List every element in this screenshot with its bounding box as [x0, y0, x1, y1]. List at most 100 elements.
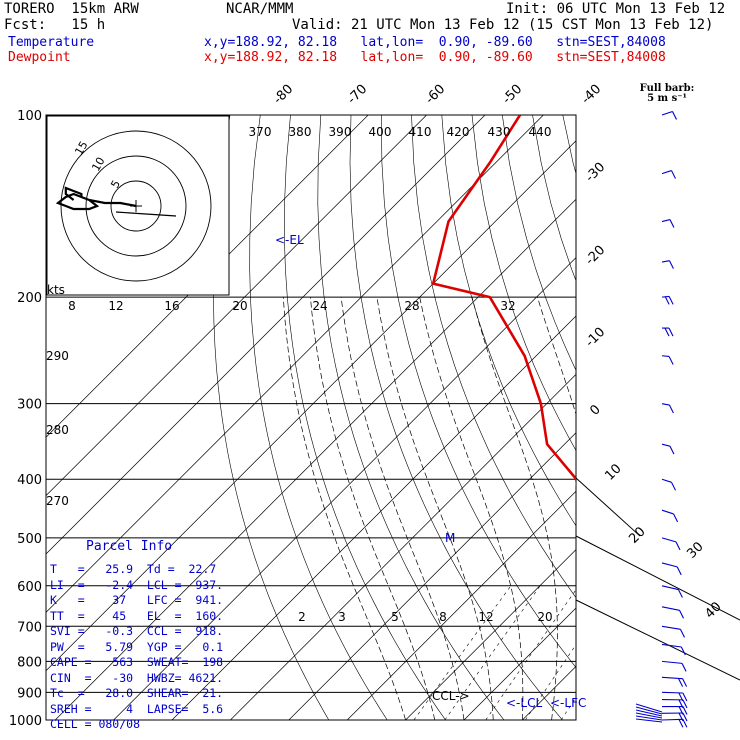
- wind-barb-feather: [675, 541, 681, 551]
- theta-label: 390: [329, 125, 352, 139]
- wind-barb: [661, 403, 674, 414]
- isotherm-line: [698, 115, 740, 720]
- dry-adiabat-line: [502, 115, 576, 371]
- wind-barb: [661, 537, 681, 551]
- temperature-location: x,y=188.92, 82.18 lat,lon= 0.90, -89.60 …: [204, 35, 666, 50]
- wind-barb-feather: [673, 513, 679, 523]
- isotherm-line: [54, 198, 576, 720]
- wind-barb-shaft: [661, 260, 670, 263]
- moist-adiabat-line: [310, 297, 436, 720]
- wind-barb-feather: [680, 646, 686, 656]
- wind-barb-feather: [678, 719, 684, 728]
- lfc-marker: <-LFC: [550, 696, 586, 710]
- isotherm-label: -30: [583, 160, 609, 186]
- wind-barb-shaft: [661, 170, 672, 175]
- theta-left-label: 280: [46, 423, 69, 437]
- moist-adiabat-line: [668, 297, 740, 720]
- parcel-row: CELL = 080/08: [50, 717, 141, 731]
- dry-adiabat-line: [684, 115, 740, 720]
- init-label: Init: 06 UTC Mon 13 Feb 12: [506, 1, 726, 17]
- wind-barb-feather: [678, 692, 684, 702]
- parcel-row: T = 25.9 Td = 22.7: [50, 562, 217, 576]
- mixing-ratio-label: 5: [391, 610, 399, 624]
- wind-barb-feather: [671, 482, 676, 491]
- theta-label: 400: [369, 125, 392, 139]
- hodograph-shear-vector: [115, 211, 177, 217]
- hodo-ring-label: 15: [72, 139, 90, 158]
- model-label: TORERO 15km ARW: [4, 1, 139, 17]
- wind-barb-feather: [671, 170, 676, 179]
- frame-edge-line: [575, 535, 740, 621]
- wind-barb-feather: [635, 706, 663, 715]
- wind-barb-feather: [669, 445, 675, 455]
- wind-barb-feather: [635, 712, 663, 719]
- parcel-row: K = 37 LFC = 941.: [50, 593, 224, 607]
- isotherm-line: [46, 115, 544, 613]
- wind-barb-feather: [635, 718, 663, 723]
- wind-barb-feather: [668, 404, 674, 414]
- wind-barb: [661, 355, 674, 365]
- wind-barb: [661, 260, 674, 269]
- wind-barb: [661, 606, 684, 619]
- mixing-ratio-label: 2: [298, 610, 306, 624]
- wind-barb-feather: [682, 719, 688, 728]
- hodograph-trace: [55, 186, 137, 211]
- theta-label: 370: [249, 125, 272, 139]
- parcel-info-title: Parcel Info: [86, 539, 173, 554]
- pressure-tick-label: 500: [17, 532, 42, 547]
- wind-barb-feather: [682, 706, 688, 715]
- wind-barb-feather: [682, 699, 688, 709]
- hodo-speed-label: 16: [164, 299, 179, 313]
- moist-adiabat-line: [282, 297, 406, 720]
- wind-barb-feather: [635, 709, 663, 717]
- wind-barb-feather: [672, 111, 677, 120]
- mixing-ratio-label: 12: [478, 610, 493, 624]
- parcel-row: LI = -2.4 LCL = 937.: [50, 577, 224, 592]
- hodograph-ring: [85, 155, 187, 257]
- isotherm-line: [46, 115, 369, 438]
- wind-barb-shaft: [661, 691, 683, 694]
- dewpoint-profile-line: [431, 115, 576, 487]
- dry-adiabat-line: [284, 115, 446, 720]
- wind-barb-feather: [682, 678, 688, 687]
- theta-left-label: 290: [46, 349, 69, 363]
- valid-time-label: Valid: 21 UTC Mon 13 Feb 12 (15 CST Mon …: [292, 17, 714, 33]
- wind-barb: [661, 691, 688, 702]
- wind-barb-shaft: [661, 660, 683, 664]
- dry-adiabat-line: [623, 115, 740, 720]
- wind-barb-legend: Full barb: 5 m s⁻¹: [632, 84, 702, 104]
- wind-barb-feather: [635, 703, 663, 713]
- isotherm-line: [581, 115, 740, 720]
- wind-barb-feather: [668, 327, 674, 337]
- isotherm-line: [46, 115, 486, 555]
- parcel-row: TT = 45 EL = 160.: [50, 608, 224, 623]
- wind-barb: [661, 660, 687, 672]
- wind-barb: [661, 478, 676, 491]
- isotherm-label: 10: [602, 461, 624, 483]
- temperature-legend-label: Temperature: [8, 35, 95, 50]
- mixing-ratio-label: 8: [439, 610, 447, 624]
- temperature-profile-line: [583, 115, 616, 720]
- wind-barb: [662, 705, 688, 715]
- wind-barb-feather: [682, 712, 688, 722]
- isotherm-line: [288, 432, 576, 720]
- theta-label: 430: [488, 125, 511, 139]
- pressure-tick-label: 600: [17, 580, 42, 595]
- isotherm-label: 30: [684, 539, 706, 561]
- wind-barb-shaft: [661, 676, 683, 680]
- theta-label: 420: [447, 125, 470, 139]
- moist-adiabat-line: [419, 297, 524, 720]
- pressure-tick-label: 400: [17, 473, 42, 488]
- theta-label: 410: [409, 125, 432, 139]
- dry-adiabat-line: [317, 115, 505, 720]
- isotherm-line: [346, 490, 576, 720]
- mixing-ratio-line: [560, 696, 576, 720]
- pressure-tick-label: 100: [17, 109, 42, 124]
- wind-barb: [661, 509, 679, 523]
- isotherm-label: -80: [271, 82, 297, 108]
- hodo-kts-label: kts: [47, 283, 65, 297]
- isotherm-label: -70: [345, 82, 371, 108]
- wind-barb-feather: [678, 699, 684, 709]
- wind-barb: [661, 170, 676, 179]
- isotherm-label: -20: [583, 243, 609, 269]
